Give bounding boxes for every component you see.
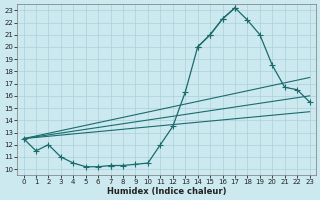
X-axis label: Humidex (Indice chaleur): Humidex (Indice chaleur) [107,187,226,196]
